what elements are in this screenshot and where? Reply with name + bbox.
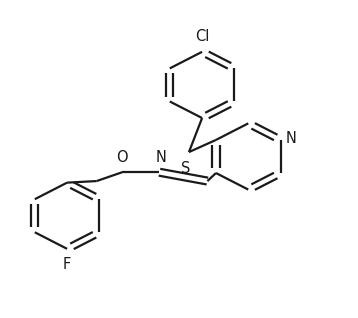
Text: S: S xyxy=(182,161,191,176)
Text: N: N xyxy=(286,131,297,146)
Text: Cl: Cl xyxy=(195,29,209,44)
Text: O: O xyxy=(116,150,128,165)
Text: N: N xyxy=(156,150,167,165)
Text: F: F xyxy=(63,257,71,272)
